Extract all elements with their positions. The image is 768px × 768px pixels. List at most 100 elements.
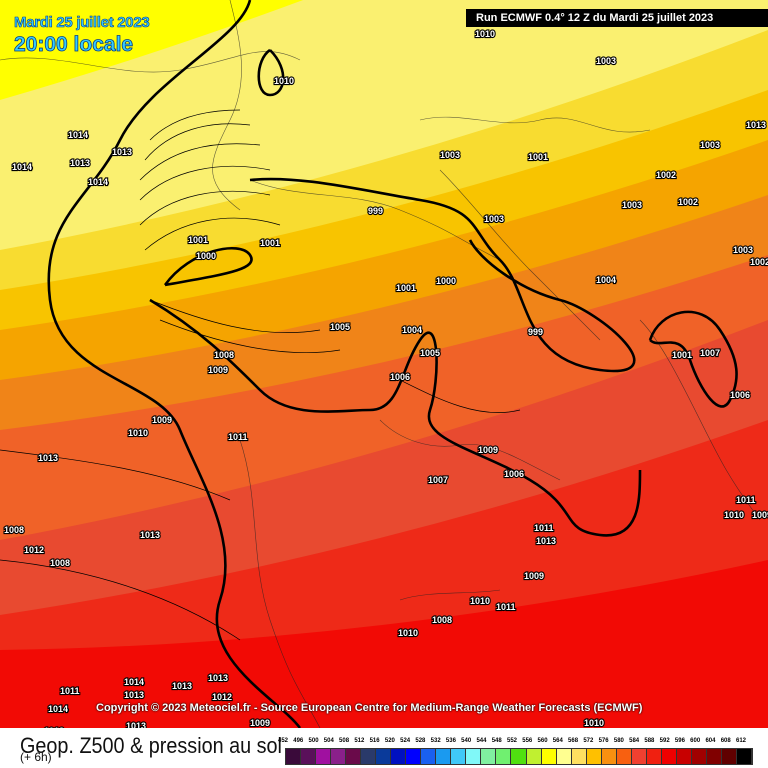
pressure-label: 1008 <box>50 558 70 568</box>
pressure-label: 1009 <box>478 445 498 455</box>
legend-label: 556 <box>522 738 533 744</box>
legend-swatch <box>301 749 317 764</box>
legend-swatch <box>316 749 332 764</box>
pressure-label: 1006 <box>390 372 410 382</box>
legend-label: 516 <box>369 738 380 744</box>
legend-swatch <box>586 749 602 764</box>
pressure-label: 1010 <box>724 510 744 520</box>
legend-swatch <box>496 749 512 764</box>
legend-label: 504 <box>323 738 334 744</box>
forecast-date: Mardi 25 juillet 2023 <box>14 14 150 32</box>
pressure-label: 1013 <box>38 453 58 463</box>
pressure-labels: 1010 1003 1010 1014 1013 1013 1014 1014 1013 1003… <box>3 28 768 728</box>
pressure-label: 1014 <box>68 130 88 140</box>
country-borders <box>0 0 761 728</box>
pressure-label: 1013 <box>124 690 144 700</box>
pressure-label: 1007 <box>428 475 448 485</box>
pressure-label: 1000 <box>436 276 456 286</box>
legend-label: 508 <box>339 738 350 744</box>
pressure-label: 1010 <box>274 76 294 86</box>
pressure-label: 1003 <box>700 140 720 150</box>
pressure-label: 1001 <box>188 235 208 245</box>
legend-swatch <box>331 749 347 764</box>
pressure-label: 1000 <box>196 251 216 261</box>
pressure-label: 1013 <box>126 721 146 728</box>
legend-label: 572 <box>583 738 594 744</box>
legend-swatch <box>706 749 722 764</box>
legend-swatch <box>601 749 617 764</box>
legend-swatch <box>526 749 542 764</box>
legend-label: 596 <box>674 738 685 744</box>
legend-label: 524 <box>400 738 411 744</box>
chart-title: Geop. Z500 & pression au sol <box>20 733 282 758</box>
legend-label: 452 <box>277 738 289 744</box>
pressure-label: 1009 <box>752 510 768 520</box>
legend-label: 532 <box>430 738 441 744</box>
pressure-label: 1008 <box>214 350 234 360</box>
pressure-label: 1014 <box>12 162 32 172</box>
legend-swatch <box>556 749 572 764</box>
pressure-label: 1002 <box>750 257 768 267</box>
pressure-label: 1009 <box>250 718 270 728</box>
pressure-label: 1007 <box>700 348 720 358</box>
pressure-label: 1011 <box>736 495 756 505</box>
legend-swatch <box>676 749 692 764</box>
legend-swatch <box>511 749 527 764</box>
pressure-label: 1010 <box>475 29 495 39</box>
legend-swatch <box>631 749 647 764</box>
model-run-banner: Run ECMWF 0.4° 12 Z du Mardi 25 juillet … <box>466 9 768 27</box>
pressure-label: 1013 <box>208 673 228 683</box>
legend-swatch <box>406 749 422 764</box>
pressure-label: 1003 <box>596 56 616 66</box>
pressure-label: 1010 <box>584 718 604 728</box>
pressure-label: 1010 <box>128 428 148 438</box>
legend-label: 564 <box>552 738 563 744</box>
legend-labels: 452 496 500 504 508 512 516 520 524 528 532 536 540 5… <box>278 738 746 746</box>
legend-label: 568 <box>568 738 579 744</box>
thin-isobars <box>0 109 521 641</box>
pressure-label: 1008 <box>432 615 452 625</box>
pressure-label: 999 <box>368 206 383 216</box>
pressure-label: 1013 <box>536 536 556 546</box>
legend-label: 512 <box>354 738 365 744</box>
pressure-label: 1014 <box>48 704 68 714</box>
legend-label: 604 <box>705 738 716 744</box>
legend-label: 600 <box>690 738 701 744</box>
legend-swatch <box>286 749 302 764</box>
pressure-label: 1001 <box>672 350 692 360</box>
legend-swatch <box>616 749 632 764</box>
copyright-notice: Copyright © 2023 Meteociel.fr - Source E… <box>96 702 643 714</box>
pressure-label: 1013 <box>746 120 766 130</box>
pressure-label: 1003 <box>484 214 504 224</box>
pressure-label: 1012 <box>24 545 44 555</box>
legend-label: 528 <box>415 738 426 744</box>
legend-swatch <box>721 749 737 764</box>
pressure-label: 1014 <box>124 677 144 687</box>
pressure-label: 1012 <box>212 692 232 702</box>
pressure-label: 1011 <box>228 432 248 442</box>
legend-swatch <box>376 749 392 764</box>
legend-label: 552 <box>506 738 518 744</box>
legend-label: 536 <box>445 738 456 744</box>
legend-swatch <box>421 749 437 764</box>
legend-swatch <box>361 749 377 764</box>
pressure-label: 1003 <box>622 200 642 210</box>
pressure-label: 1012 <box>44 726 64 728</box>
legend-label: 588 <box>644 738 655 744</box>
forecast-time: 20:00 locale <box>14 33 134 57</box>
pressure-label: 1010 <box>398 628 418 638</box>
legend-swatch <box>691 749 707 764</box>
legend-swatch <box>646 749 662 764</box>
pressure-label: 1006 <box>504 469 524 479</box>
pressure-label: 1001 <box>528 152 548 162</box>
pressure-label: 1011 <box>534 523 554 533</box>
pressure-label: 1004 <box>596 275 616 285</box>
pressure-label: 1003 <box>733 245 753 255</box>
color-band <box>0 560 768 728</box>
pressure-label: 1009 <box>152 415 172 425</box>
pressure-label: 1011 <box>496 602 516 612</box>
pressure-label: 1013 <box>112 147 132 157</box>
forecast-offset: (+ 6h) <box>20 750 52 764</box>
pressure-label: 1008 <box>4 525 24 535</box>
pressure-label: 1001 <box>260 238 280 248</box>
